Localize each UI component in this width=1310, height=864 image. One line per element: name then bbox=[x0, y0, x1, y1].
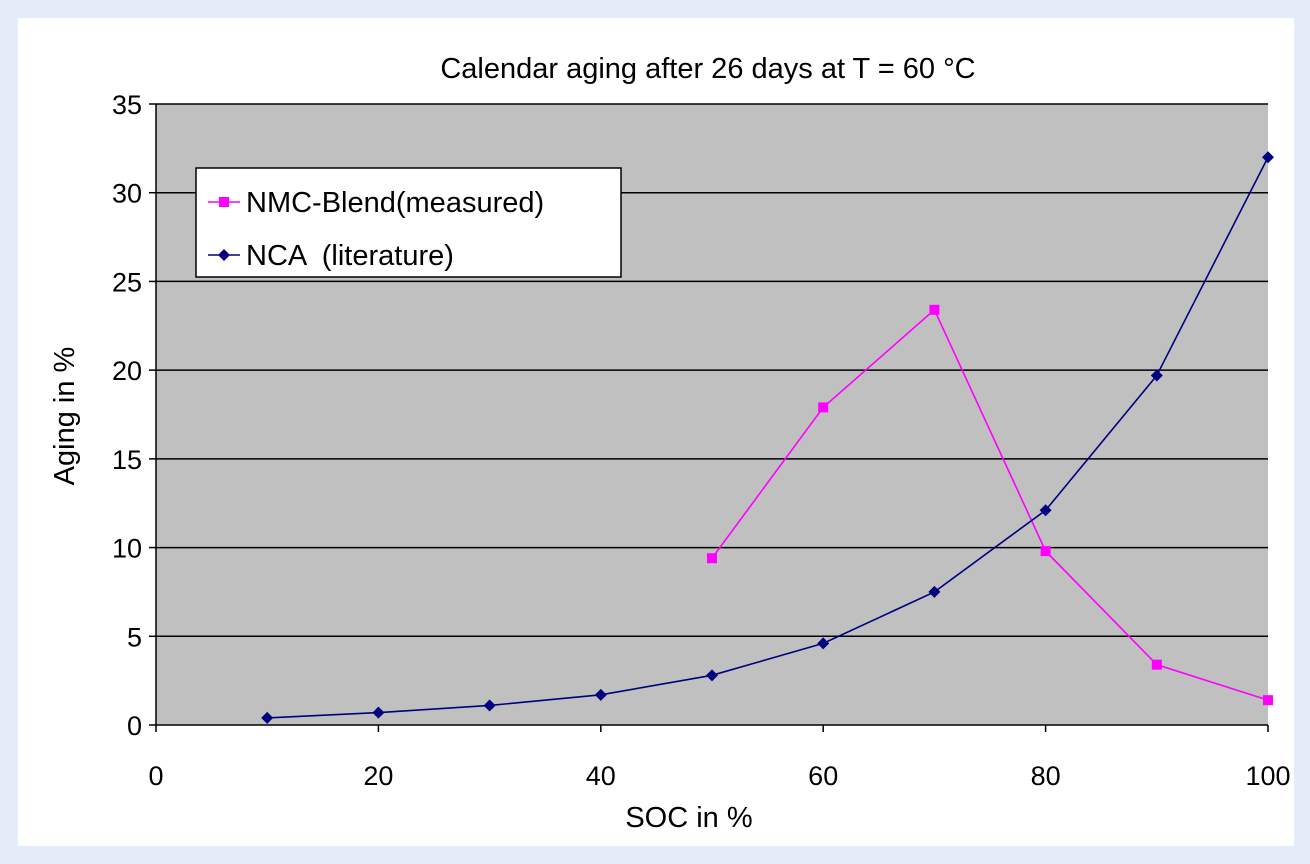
x-tick-label-0: 0 bbox=[148, 761, 163, 791]
x-tick-label-1: 20 bbox=[363, 761, 393, 791]
x-tick-label-5: 100 bbox=[1245, 761, 1290, 791]
legend-label-0: NMC-Blend(measured) bbox=[246, 187, 544, 219]
x-tick-label-3: 60 bbox=[808, 761, 838, 791]
series-0 bbox=[707, 304, 1273, 706]
series-line-1 bbox=[267, 156, 1269, 719]
series-1-point-7 bbox=[1039, 504, 1052, 517]
legend-swatch-marker-1 bbox=[218, 249, 230, 261]
series-line-0 bbox=[711, 308, 1269, 701]
legend-label-1: NCA (literature) bbox=[246, 240, 454, 272]
series-0-point-3 bbox=[1040, 546, 1051, 557]
x-tick-label-4: 80 bbox=[1031, 761, 1061, 791]
series-1-point-5 bbox=[817, 637, 830, 650]
series-1-point-4 bbox=[706, 669, 718, 682]
series-1 bbox=[261, 151, 1274, 724]
series-1-point-3 bbox=[594, 688, 607, 701]
x-axis-ticks: 0 20 40 60 80 100 bbox=[148, 725, 1291, 791]
series-0-point-2 bbox=[929, 304, 940, 315]
x-axis-label: SOC in % bbox=[625, 802, 752, 834]
series-1-point-9 bbox=[1262, 151, 1274, 164]
y-tick-label-3: 15 bbox=[112, 445, 142, 475]
x-tick-label-2: 40 bbox=[586, 761, 616, 791]
y-tick-label-4: 20 bbox=[112, 356, 142, 386]
y-tick-label-7: 35 bbox=[112, 90, 142, 120]
series-1-point-1 bbox=[372, 706, 385, 719]
series-1-point-6 bbox=[928, 585, 941, 598]
series-0-point-1 bbox=[818, 402, 829, 413]
legend-swatch-marker-0 bbox=[219, 197, 229, 207]
y-tick-label-6: 30 bbox=[112, 179, 142, 209]
legend: NMC-Blend(measured) NCA (literature) bbox=[195, 167, 622, 278]
y-axis-ticks: 0 5 10 15 20 25 30 35 bbox=[112, 90, 156, 741]
y-tick-label-1: 5 bbox=[127, 622, 142, 652]
series-0-point-4 bbox=[1151, 659, 1162, 670]
series-layer bbox=[261, 151, 1274, 724]
chart-title: Calendar aging after 26 days at T = 60 °… bbox=[440, 53, 975, 85]
y-tick-label-5: 25 bbox=[112, 267, 142, 297]
series-1-point-2 bbox=[483, 699, 496, 712]
series-1-point-0 bbox=[261, 711, 274, 724]
series-0-point-0 bbox=[707, 553, 717, 564]
y-tick-label-0: 0 bbox=[127, 711, 142, 741]
y-axis-label: Aging in % bbox=[49, 347, 81, 486]
y-tick-label-2: 10 bbox=[112, 534, 142, 564]
series-0-point-5 bbox=[1263, 695, 1273, 706]
series-1-point-8 bbox=[1150, 369, 1163, 382]
legend-box bbox=[195, 167, 622, 278]
axes bbox=[155, 104, 1268, 726]
